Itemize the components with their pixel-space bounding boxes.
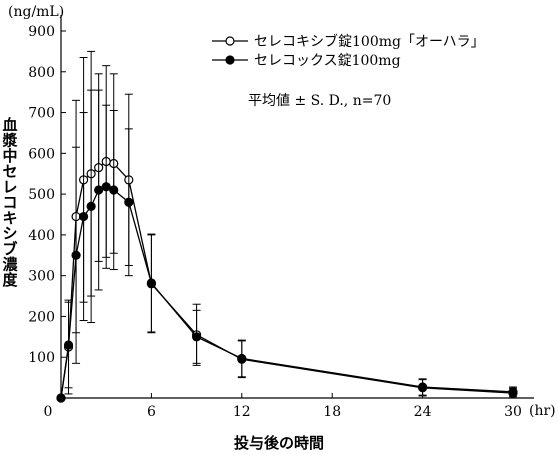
data-point <box>192 332 202 342</box>
y-tick-label: 900 <box>28 24 55 40</box>
series-2 <box>56 89 518 403</box>
y-axis-title-char: 中 <box>2 147 17 165</box>
y-axis-title-char: 血 <box>2 116 17 134</box>
data-point <box>101 182 111 192</box>
data-point <box>418 382 428 392</box>
data-point <box>94 185 104 195</box>
x-axis-title: 投与後の時間 <box>234 434 324 452</box>
data-point <box>237 353 247 364</box>
y-axis-title-char: 濃 <box>2 256 18 274</box>
x-unit-label: (hr) <box>529 403 556 419</box>
data-point <box>146 278 156 288</box>
data-point <box>63 340 74 350</box>
y-unit-label: (ng/mL) <box>8 4 64 20</box>
y-axis-title-char: ブ <box>2 240 17 258</box>
x-tick-label: 24 <box>414 404 432 420</box>
y-tick-label: 600 <box>28 146 55 162</box>
plot-layer <box>56 50 518 403</box>
y-axis-title-char: シ <box>2 225 17 243</box>
y-axis-title-char: セ <box>2 163 17 181</box>
legend-label-2: セレコックス錠100mg <box>254 53 401 69</box>
legend: セレコキシブ錠100mg「オーハラ」 セレコックス錠100mg <box>212 33 485 69</box>
data-point <box>78 211 89 222</box>
y-tick-label: 200 <box>28 309 55 325</box>
y-tick-label: 400 <box>28 228 55 244</box>
y-tick-label: 800 <box>28 65 55 81</box>
legend-marker-2 <box>225 55 235 65</box>
y-tick-label: 300 <box>28 269 55 285</box>
y-axis-title-char: 漿 <box>1 132 17 150</box>
y-tick-labels: 0 100 200 300 400 500 600 700 800 900 <box>28 24 55 420</box>
y-axis-title-char: レ <box>2 178 17 196</box>
x-tick-label: 30 <box>504 404 522 420</box>
legend-label-1: セレコキシブ錠100mg「オーハラ」 <box>254 33 485 50</box>
origin-label: 0 <box>44 404 53 420</box>
data-point <box>86 201 96 211</box>
x-tick-labels: 6 12 18 24 30 <box>147 404 522 420</box>
y-axis-title-char: コ <box>2 194 17 212</box>
y-axis-title-char: キ <box>2 209 17 227</box>
y-tick-label: 700 <box>28 106 55 122</box>
legend-marker-1 <box>225 36 235 46</box>
y-tick-label: 500 <box>28 187 55 203</box>
y-tick-label: 100 <box>28 350 55 366</box>
data-point <box>124 197 134 207</box>
x-tick-label: 6 <box>147 404 156 420</box>
data-point <box>71 250 81 260</box>
data-point <box>508 387 518 397</box>
data-point <box>109 185 119 195</box>
data-point <box>56 393 66 403</box>
x-tick-label: 18 <box>323 404 341 420</box>
annotation: 平均値 ± S. D., n=70 <box>248 93 391 109</box>
y-axis-title-char: 度 <box>2 271 18 289</box>
axes <box>60 15 534 399</box>
x-tick-label: 12 <box>233 404 251 420</box>
